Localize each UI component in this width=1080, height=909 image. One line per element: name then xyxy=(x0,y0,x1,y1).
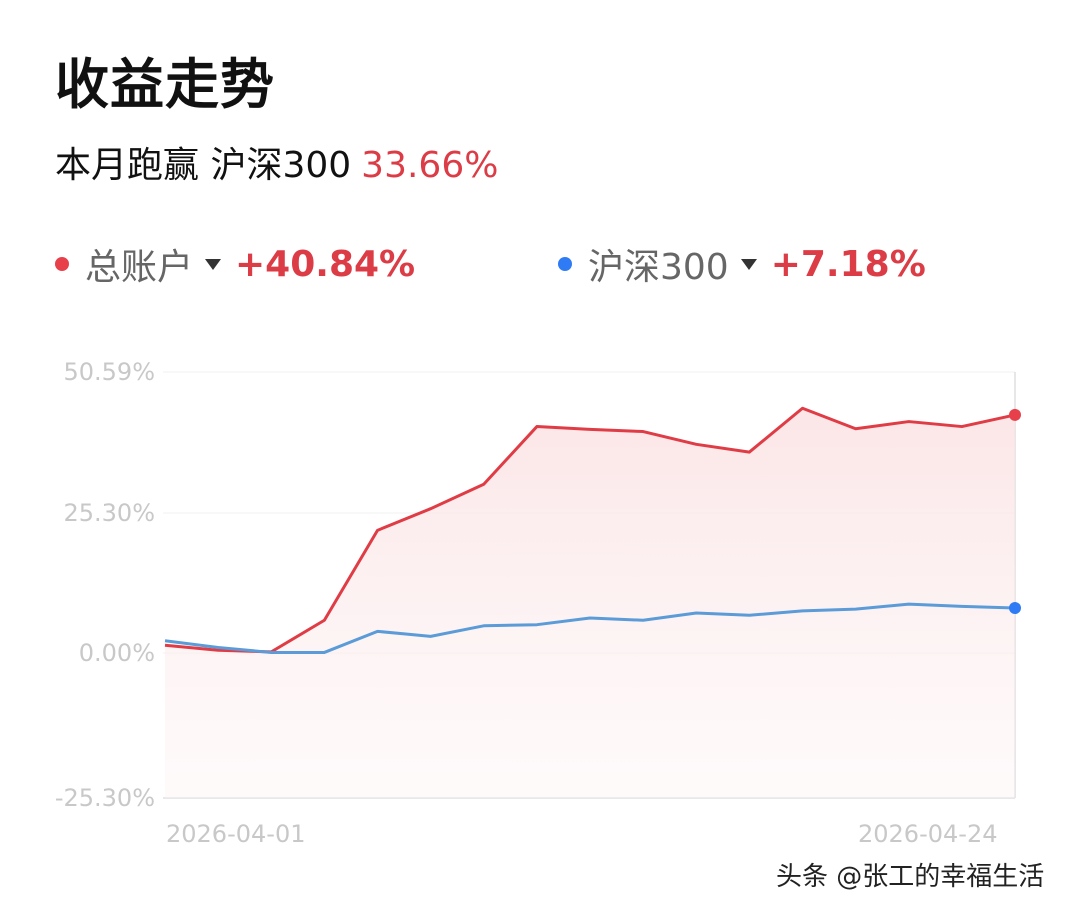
legend-csi300[interactable]: 沪深300 +7.18% xyxy=(558,238,926,290)
csi300-end-marker xyxy=(1009,602,1021,615)
total-account-end-marker xyxy=(1009,408,1021,421)
x-tick-label: 2026-04-24 xyxy=(858,820,998,848)
csi300-line xyxy=(164,602,1016,654)
blue-dot-icon xyxy=(558,257,572,271)
dropdown-caret-icon[interactable] xyxy=(740,258,757,270)
y-tick-label: 50.59% xyxy=(63,358,155,386)
outperform-label: 本月跑赢 沪深300 xyxy=(55,145,352,186)
dropdown-caret-icon[interactable] xyxy=(205,258,222,270)
y-tick-label: -25.30% xyxy=(54,784,155,812)
total-account-area xyxy=(165,408,1015,798)
y-tick-label: 0.00% xyxy=(78,639,155,667)
y-tick-label: 25.30% xyxy=(63,499,155,527)
outperform-value: 33.66% xyxy=(361,145,499,186)
legend-name: 总账户 xyxy=(85,247,194,288)
outperform-summary: 本月跑赢 沪深300 33.66% xyxy=(55,136,498,188)
legend-name: 沪深300 xyxy=(588,247,729,288)
page-title: 收益走势 xyxy=(55,53,275,116)
watermark: 头条 @张工的幸福生活 xyxy=(776,862,1045,892)
red-dot-icon xyxy=(55,257,69,271)
legend-value: +40.84% xyxy=(235,243,416,285)
legend-total-account[interactable]: 总账户 +40.84% xyxy=(55,238,415,290)
legend-value: +7.18% xyxy=(770,243,926,285)
total-account-line xyxy=(164,406,1016,654)
x-tick-label: 2026-04-01 xyxy=(166,820,306,848)
